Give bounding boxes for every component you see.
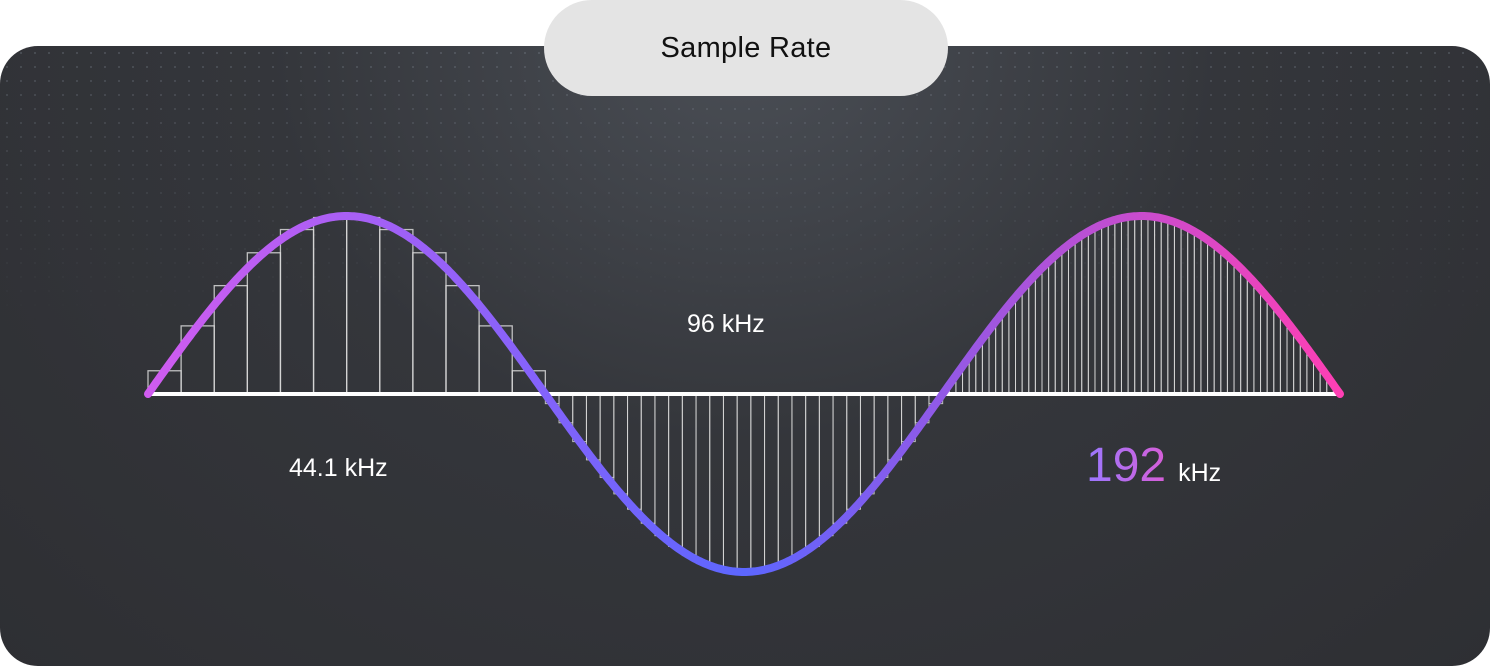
label-192-unit: kHz	[1178, 459, 1222, 487]
label-192-khz: 192 kHz	[1086, 438, 1221, 493]
sine-wave	[144, 212, 1344, 576]
label-96-khz-text: 96 kHz	[687, 310, 765, 338]
label-192-value: 192	[1086, 439, 1167, 492]
dot-texture	[0, 46, 1490, 666]
label-96-khz: 96 kHz	[687, 310, 765, 339]
sampling-diagram	[0, 46, 1490, 666]
label-44-1-khz-text: 44.1 kHz	[289, 454, 388, 482]
page-title: Sample Rate	[660, 31, 832, 64]
diagram-card	[0, 46, 1490, 666]
label-44-1-khz: 44.1 kHz	[289, 454, 388, 483]
title-pill: Sample Rate	[544, 0, 948, 96]
